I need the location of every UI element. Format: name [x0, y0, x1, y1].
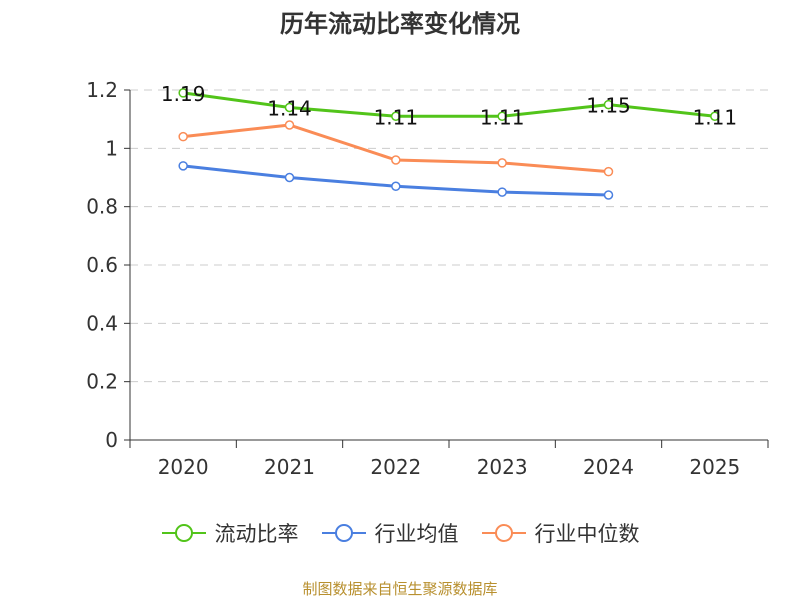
data-point-s2-2022: [391, 155, 401, 165]
data-label-2022: 1.11: [374, 105, 419, 129]
data-point-s0-2020: [178, 88, 188, 98]
data-label-2021: 1.14: [267, 97, 312, 121]
data-label-2023: 1.11: [480, 105, 525, 129]
data-label-2025: 1.11: [693, 105, 738, 129]
legend-item-current-ratio[interactable]: 流动比率: [161, 518, 299, 548]
data-label-2020: 1.19: [161, 82, 206, 106]
data-label-2024: 1.15: [586, 94, 631, 118]
x-tick-label-2024: 2024: [583, 455, 634, 479]
data-point-s1-2024: [603, 190, 614, 200]
legend-marker-2: [494, 524, 513, 542]
y-tick-label: 0.8: [86, 195, 118, 219]
y-tick-label: 0.4: [86, 311, 118, 335]
y-tick-label: 0: [105, 428, 118, 452]
data-point-s2-2020: [178, 131, 188, 142]
data-point-s1-2020: [178, 161, 188, 171]
legend-swatch-industry-average: [321, 524, 366, 542]
x-tick-label-2022: 2022: [370, 455, 421, 479]
data-point-s1-2022: [391, 181, 401, 191]
legend-item-industry-average[interactable]: 行业均值: [321, 518, 459, 548]
data-point-s0-2022: [391, 111, 401, 121]
data-point-s2-2021: [284, 120, 295, 130]
chart-title: 历年流动比率变化情况: [280, 10, 520, 38]
legend-label-industry-average: 行业均值: [374, 522, 459, 546]
legend-item-industry-median[interactable]: 行业中位数: [481, 518, 640, 548]
legend-swatch-industry-median: [481, 524, 526, 542]
legend-swatch-current-ratio: [161, 524, 206, 542]
data-point-s2-2023: [497, 158, 507, 168]
data-point-s0-2023: [497, 111, 507, 121]
source-note: 制图数据来自恒生聚源数据库: [302, 580, 498, 598]
x-tick-label-2021: 2021: [264, 455, 315, 479]
series-line-0: [182, 91, 715, 118]
legend-marker-0: [174, 524, 193, 542]
data-point-s0-2024: [603, 99, 614, 110]
data-point-s1-2023: [497, 187, 507, 197]
y-tick-label: 0.2: [86, 370, 118, 394]
x-tick-label-2023: 2023: [477, 455, 528, 479]
y-tick-label: 1.2: [86, 78, 118, 102]
legend-label-current-ratio: 流动比率: [214, 522, 299, 546]
x-tick-label-2020: 2020: [158, 455, 209, 479]
legend-label-industry-median: 行业中位数: [534, 522, 640, 546]
y-tick-label: 1: [105, 136, 118, 160]
y-tick-label: 0.6: [86, 253, 118, 277]
legend-marker-1: [334, 524, 353, 542]
data-point-s0-2025: [710, 111, 720, 121]
data-point-s0-2021: [284, 102, 295, 113]
x-tick-label-2025: 2025: [689, 455, 740, 479]
data-point-s2-2024: [603, 166, 614, 177]
data-point-s1-2021: [284, 172, 295, 183]
legend: 流动比率 行业均值 行业中位数: [0, 518, 800, 548]
